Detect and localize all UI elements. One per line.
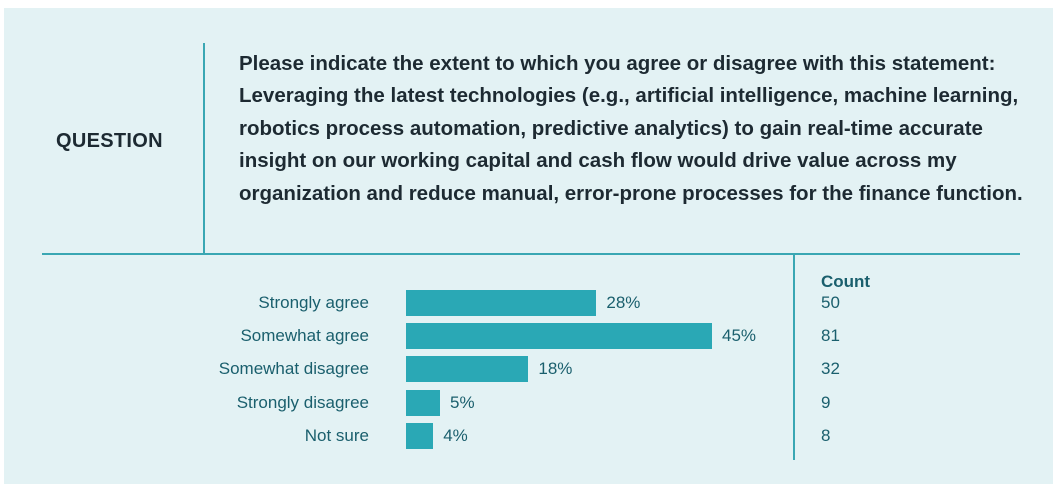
count-value: 8 <box>821 425 831 445</box>
percent-label: 45% <box>722 326 757 346</box>
percent-label: 18% <box>538 359 573 379</box>
category-label: Strongly agree <box>258 293 369 312</box>
category-label: Somewhat agree <box>240 326 369 346</box>
count-value: 9 <box>821 392 831 412</box>
category-label: Somewhat disagree <box>218 359 369 379</box>
count-value: 81 <box>821 326 840 346</box>
category-label: Not sure <box>304 425 369 445</box>
survey-panel: QUESTION Please indicate the extent to w… <box>4 8 1053 484</box>
bar <box>406 422 434 449</box>
category-label: Strongly disagree <box>236 392 369 412</box>
bar <box>406 323 712 350</box>
percent-label: 4% <box>443 425 468 445</box>
section-divider <box>42 253 1020 255</box>
percent-label: 5% <box>450 392 475 412</box>
question-text: Please indicate the extent to which you … <box>239 52 1023 205</box>
bar <box>406 356 529 383</box>
count-header: Count <box>821 272 871 291</box>
count-divider <box>793 254 795 460</box>
count-value: 50 <box>821 293 840 312</box>
question-label: QUESTION <box>56 130 163 152</box>
count-value: 32 <box>821 359 840 379</box>
percent-label: 28% <box>606 293 641 312</box>
question-divider <box>203 43 205 254</box>
bar <box>406 389 440 416</box>
bar <box>406 290 597 316</box>
